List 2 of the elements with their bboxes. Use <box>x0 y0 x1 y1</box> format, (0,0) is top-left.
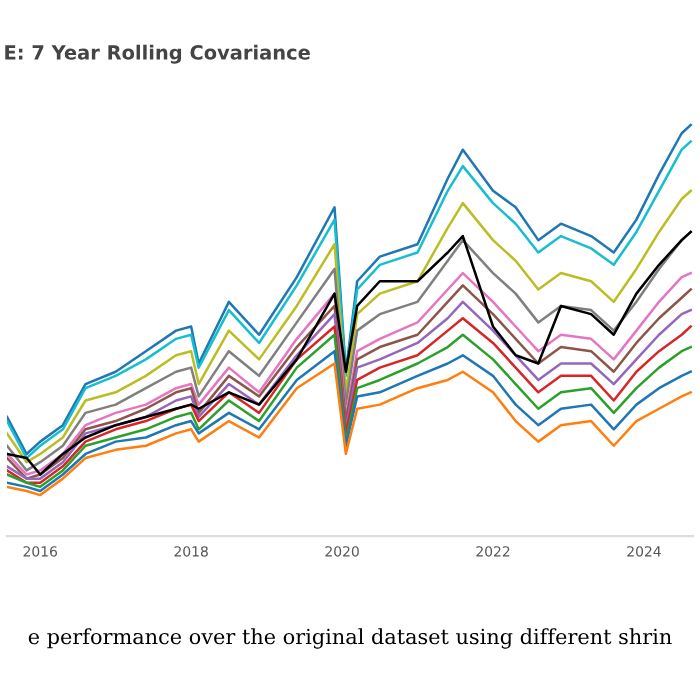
text: e performance over the original dataset using different shrin <box>28 628 672 649</box>
chart-title: E: 7 Year Rolling Covariance <box>5 44 310 64</box>
